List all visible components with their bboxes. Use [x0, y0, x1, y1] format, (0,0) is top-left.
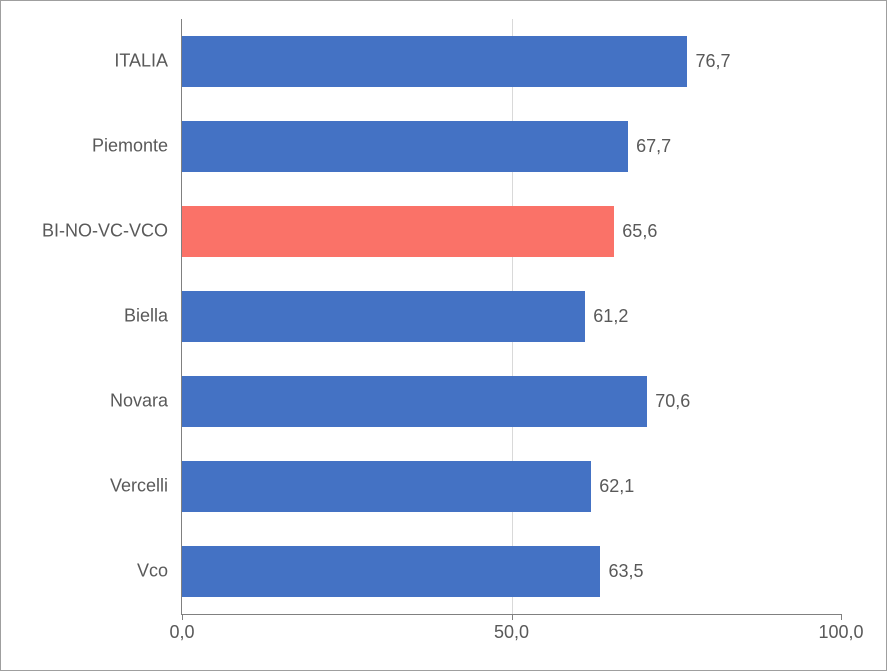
x-tick-mark	[841, 614, 842, 620]
bar-value-label: 65,6	[622, 221, 657, 242]
category-label: Novara	[8, 391, 168, 412]
bar	[182, 121, 628, 171]
x-tick-label: 100,0	[818, 622, 863, 643]
bar-value-label: 76,7	[695, 51, 730, 72]
bar	[182, 206, 614, 256]
bar	[182, 36, 687, 86]
x-tick-label: 0,0	[169, 622, 194, 643]
bar	[182, 291, 585, 341]
x-tick-label: 50,0	[494, 622, 529, 643]
bar-value-label: 70,6	[655, 391, 690, 412]
bar-row: Novara70,6	[182, 376, 690, 426]
category-label: BI-NO-VC-VCO	[8, 221, 168, 242]
bar-value-label: 63,5	[608, 561, 643, 582]
bar	[182, 461, 591, 511]
plot-area: 0,050,0100,0ITALIA76,7Piemonte67,7BI-NO-…	[181, 19, 841, 615]
bar-value-label: 67,7	[636, 136, 671, 157]
bar-row: Biella61,2	[182, 291, 628, 341]
bar-value-label: 61,2	[593, 306, 628, 327]
bar-row: Vercelli62,1	[182, 461, 634, 511]
bar-row: ITALIA76,7	[182, 36, 730, 86]
category-label: Piemonte	[8, 136, 168, 157]
bar-value-label: 62,1	[599, 476, 634, 497]
bar-row: Vco63,5	[182, 546, 644, 596]
chart-frame: 0,050,0100,0ITALIA76,7Piemonte67,7BI-NO-…	[0, 0, 887, 671]
bar-row: Piemonte67,7	[182, 121, 671, 171]
category-label: Vercelli	[8, 476, 168, 497]
category-label: Biella	[8, 306, 168, 327]
category-label: Vco	[8, 561, 168, 582]
bar	[182, 546, 600, 596]
category-label: ITALIA	[8, 51, 168, 72]
x-tick-mark	[512, 614, 513, 620]
bar-row: BI-NO-VC-VCO65,6	[182, 206, 657, 256]
bar	[182, 376, 647, 426]
x-tick-mark	[182, 614, 183, 620]
